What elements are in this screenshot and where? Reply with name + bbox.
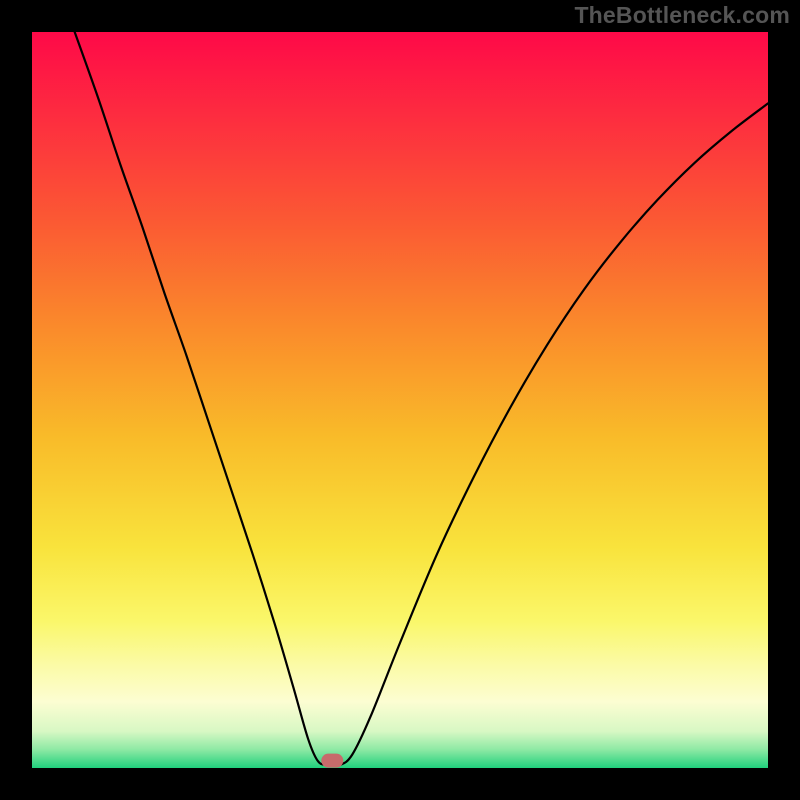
bottleneck-chart <box>0 0 800 800</box>
plot-area <box>32 32 768 768</box>
chart-stage: TheBottleneck.com <box>0 0 800 800</box>
minimum-marker <box>321 754 343 768</box>
watermark-text: TheBottleneck.com <box>574 2 790 29</box>
